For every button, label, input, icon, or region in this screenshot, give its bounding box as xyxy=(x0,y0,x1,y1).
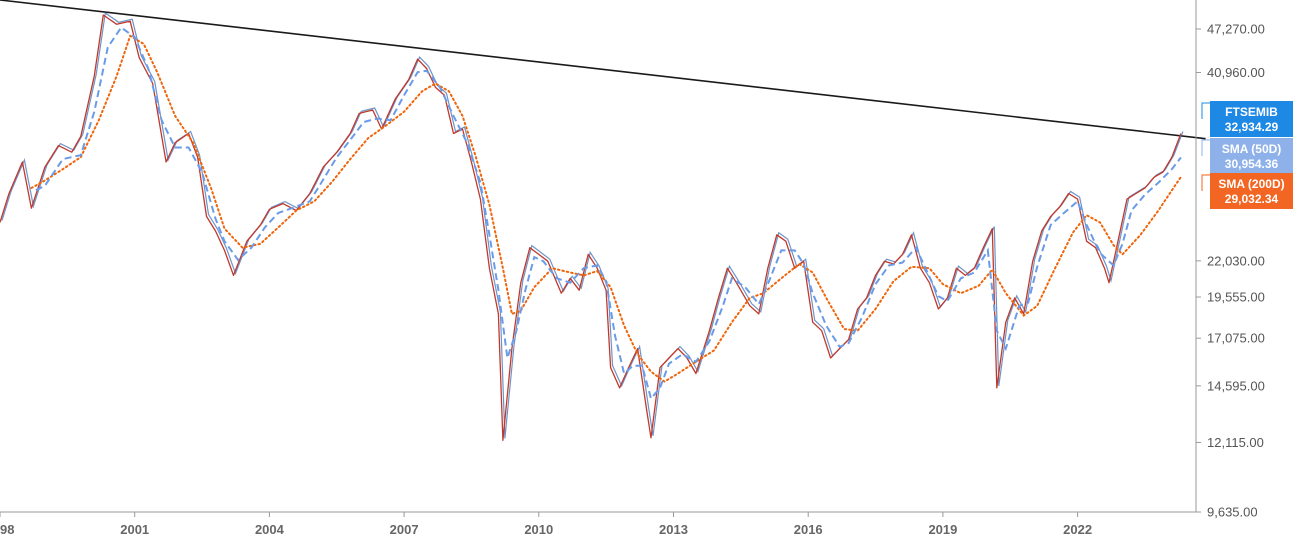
badge-sma-50d: SMA (50D)30,954.36 xyxy=(1201,138,1293,174)
y-tick-label: 9,635.00 xyxy=(1207,505,1258,520)
badge-connector xyxy=(1201,102,1210,119)
y-axis-ticks: 47,270.00 40,960.00 22,030.00 19,555.00 17,0… xyxy=(1196,21,1265,520)
x-tick-label: 2019 xyxy=(928,522,957,537)
badge-series-value: 32,934.29 xyxy=(1225,120,1279,134)
badge-series-name: SMA (50D) xyxy=(1222,142,1282,156)
badge-connector xyxy=(1201,139,1210,156)
x-tick-label: 2013 xyxy=(659,522,688,537)
x-tick-label: 98 xyxy=(0,522,14,537)
badge-background xyxy=(1210,101,1293,137)
x-tick-label: 2007 xyxy=(390,522,419,537)
ftsemib-price-line xyxy=(0,14,1182,441)
series-layer xyxy=(0,0,1206,441)
x-tick-label: 2016 xyxy=(794,522,823,537)
y-tick-label: 17,075.00 xyxy=(1207,331,1265,346)
x-tick-label: 2004 xyxy=(255,522,285,537)
x-tick-label: 2022 xyxy=(1063,522,1092,537)
badge-background xyxy=(1210,173,1293,209)
x-tick-label: 2010 xyxy=(524,522,553,537)
sma-50d-line xyxy=(35,26,1182,401)
y-tick-label: 22,030.00 xyxy=(1207,253,1265,268)
x-axis-ticks: 98 2001 2004 2007 2010 2013 2016 2019 2022 xyxy=(0,512,1092,537)
badge-series-name: SMA (200D) xyxy=(1218,177,1284,191)
plot-area[interactable] xyxy=(0,0,1206,441)
badge-connector xyxy=(1201,174,1210,191)
y-tick-label: 14,595.00 xyxy=(1207,378,1265,393)
y-tick-label: 12,115.00 xyxy=(1207,435,1264,450)
ftsemib-shadow-line xyxy=(1,11,1184,439)
badge-sma-200d: SMA (200D)29,032.34 xyxy=(1201,173,1293,209)
y-tick-label: 40,960.00 xyxy=(1207,65,1265,80)
badge-series-name: FTSEMIB xyxy=(1225,105,1278,119)
badge-series-value: 30,954.36 xyxy=(1225,157,1279,171)
sma-200d-line xyxy=(30,34,1182,383)
badge-series-value: 29,032.34 xyxy=(1225,192,1279,206)
x-tick-label: 2001 xyxy=(120,522,149,537)
y-tick-label: 47,270.00 xyxy=(1207,21,1265,36)
y-tick-label: 19,555.00 xyxy=(1207,290,1265,305)
trendline xyxy=(0,0,1206,140)
badge-background xyxy=(1210,138,1293,174)
